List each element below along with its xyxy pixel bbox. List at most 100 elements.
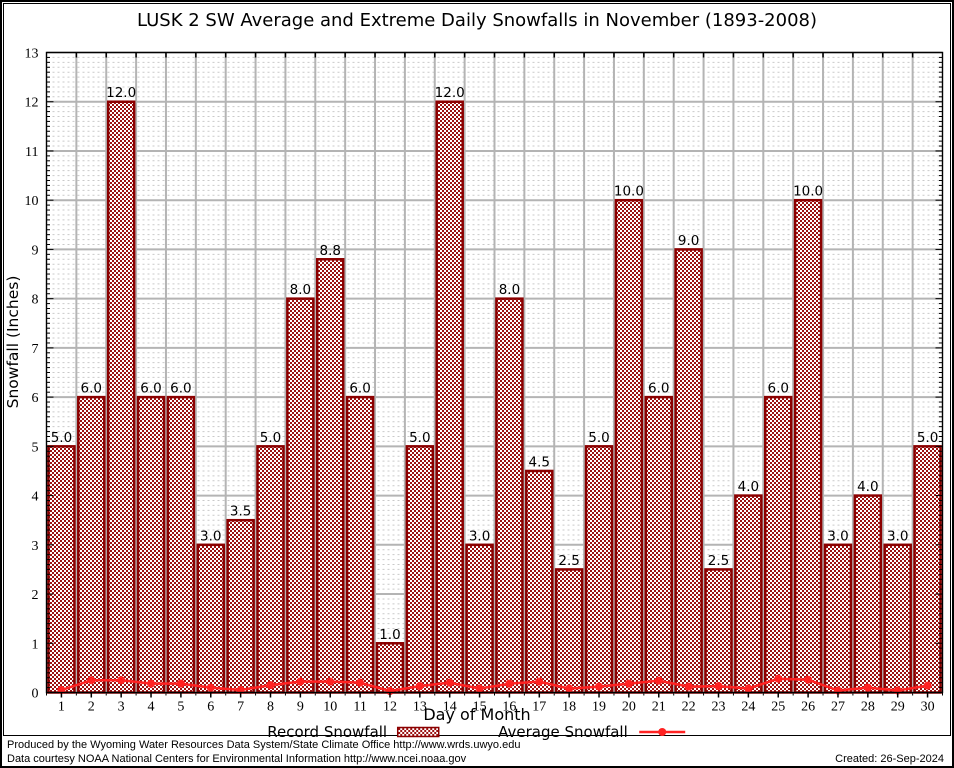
bar-day-27	[823, 543, 853, 694]
legend-average-snowfall-label: Average Snowfall	[498, 723, 628, 741]
bar-day-29	[883, 543, 912, 694]
svg-text:0: 0	[32, 687, 39, 702]
bar-day-19	[584, 445, 614, 694]
legend-record-snowfall-label: Record Snowfall	[267, 723, 388, 741]
svg-text:26: 26	[801, 700, 815, 715]
bar-value-label: 2.5	[708, 553, 729, 569]
bar-day-13	[405, 445, 435, 694]
svg-text:7: 7	[237, 700, 244, 715]
svg-text:13: 13	[413, 700, 427, 715]
svg-text:10: 10	[25, 194, 39, 209]
bar-value-label: 3.0	[200, 528, 221, 544]
svg-text:30: 30	[921, 700, 935, 715]
avg-marker-day-14	[445, 678, 454, 687]
bar-day-7	[226, 518, 255, 694]
svg-text:2: 2	[32, 588, 39, 603]
svg-text:15: 15	[473, 700, 487, 715]
footer-data-courtesy: Data courtesy NOAA National Centers for …	[7, 753, 467, 765]
chart-legend: Record Snowfall Average Snowfall	[267, 723, 687, 741]
bar-day-14	[435, 100, 464, 694]
avg-marker-day-9	[296, 677, 305, 686]
svg-text:19: 19	[592, 700, 606, 715]
avg-marker-day-11	[356, 678, 365, 687]
bar-day-6	[196, 543, 226, 694]
bar-value-label: 10.0	[614, 184, 644, 200]
bar-day-30	[913, 445, 942, 694]
svg-text:20: 20	[622, 700, 636, 715]
avg-marker-day-24	[744, 684, 753, 693]
svg-text:3: 3	[32, 539, 39, 554]
bar-day-9	[286, 297, 315, 694]
svg-text:3: 3	[118, 700, 125, 715]
avg-marker-day-25	[774, 674, 783, 683]
record-snowfall-swatch	[396, 726, 440, 738]
bar-value-label: 6.0	[767, 381, 788, 397]
bar-day-2	[77, 395, 106, 694]
bar-day-15	[465, 543, 494, 694]
svg-text:11: 11	[25, 145, 38, 160]
svg-text:8: 8	[267, 700, 274, 715]
bar-day-8	[256, 445, 285, 694]
svg-text:6: 6	[207, 700, 214, 715]
bar-value-label: 10.0	[793, 184, 823, 200]
bar-day-18	[554, 568, 584, 694]
bar-value-label: 8.8	[319, 243, 340, 259]
avg-marker-day-23	[714, 682, 723, 691]
footer-produced-by: Produced by the Wyoming Water Resources …	[7, 739, 521, 751]
avg-marker-day-3	[117, 676, 126, 685]
svg-text:12: 12	[383, 700, 397, 715]
bar-day-16	[495, 297, 524, 694]
svg-text:5: 5	[177, 700, 184, 715]
avg-marker-day-10	[326, 677, 335, 686]
svg-text:22: 22	[682, 700, 696, 715]
avg-marker-day-30	[923, 681, 932, 690]
avg-marker-day-20	[624, 679, 633, 688]
x-tick-labels: 1 2 3 4 5 6 7 8 9 10 11 12 13 14 15 16 17 18 19 20 21 22 23 24 2…	[58, 700, 935, 715]
svg-text:11: 11	[353, 700, 366, 715]
average-snowfall-line-swatch	[638, 728, 685, 736]
avg-marker-day-13	[415, 682, 424, 691]
avg-marker-day-19	[595, 682, 604, 691]
snowfall-bar-chart: 5.0 6.0 12.0 6.0 6.0 3.0 3.5 5.0 8.0 8.8 6.0 1.0 5.0…	[4, 47, 944, 715]
bar-day-20	[614, 198, 644, 694]
bar-value-label: 5.0	[588, 430, 609, 446]
avg-marker-day-5	[176, 679, 185, 688]
svg-text:24: 24	[741, 700, 755, 715]
x-axis-label: Day of Month	[423, 705, 531, 724]
svg-text:28: 28	[861, 700, 875, 715]
bar-value-label: 6.0	[140, 381, 161, 397]
avg-marker-day-8	[266, 681, 275, 690]
bar-value-labels: 5.0 6.0 12.0 6.0 6.0 3.0 3.5 5.0 8.0 8.8 6.0 1.0 5.0…	[51, 85, 939, 643]
bar-value-label: 6.0	[170, 381, 191, 397]
svg-text:21: 21	[652, 700, 666, 715]
svg-text:5: 5	[32, 440, 39, 455]
y-axis-label: Snowfall (Inches)	[4, 276, 22, 409]
bar-day-22	[674, 248, 703, 694]
svg-text:14: 14	[443, 700, 457, 715]
bar-value-label: 4.0	[857, 479, 878, 495]
bar-day-1	[47, 445, 76, 694]
avg-marker-day-26	[804, 675, 813, 684]
svg-text:16: 16	[502, 700, 516, 715]
bar-value-label: 3.5	[230, 504, 251, 520]
svg-text:29: 29	[891, 700, 905, 715]
svg-text:8: 8	[32, 293, 39, 308]
svg-text:27: 27	[831, 700, 845, 715]
svg-text:12: 12	[25, 96, 39, 111]
bar-value-label: 4.0	[738, 479, 759, 495]
avg-marker-day-15	[475, 684, 484, 693]
vertical-gridlines	[75, 52, 914, 693]
chart-frame: LUSK 2 SW Average and Extreme Daily Snow…	[3, 3, 951, 741]
bar-value-label: 3.0	[887, 528, 908, 544]
bar-value-label: 12.0	[106, 85, 136, 101]
chart-title: LUSK 2 SW Average and Extreme Daily Snow…	[136, 10, 818, 31]
bar-value-label: 8.0	[499, 282, 520, 298]
svg-text:4: 4	[32, 490, 39, 505]
avg-marker-day-2	[87, 676, 96, 685]
bar-value-label: 6.0	[81, 381, 102, 397]
svg-text:7: 7	[32, 342, 39, 357]
bar-value-label: 4.5	[529, 454, 550, 470]
svg-text:23: 23	[712, 700, 726, 715]
